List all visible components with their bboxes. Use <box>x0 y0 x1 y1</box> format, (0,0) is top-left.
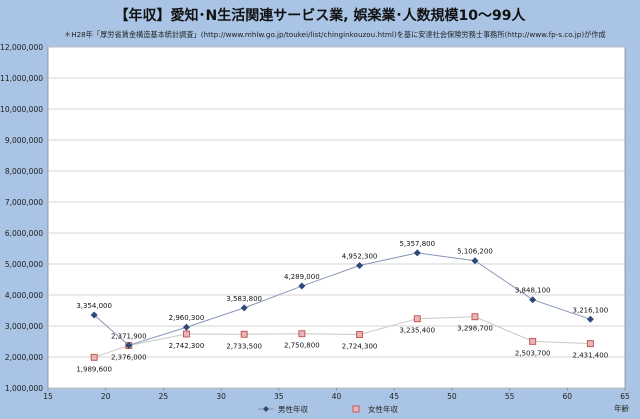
male-data-label: 2,960,300 <box>169 314 205 322</box>
female-point <box>586 340 594 348</box>
female-data-label: 2,750,800 <box>284 342 320 350</box>
male-data-label: 5,106,200 <box>457 248 493 256</box>
male-data-label: 5,357,800 <box>399 240 435 248</box>
female-point <box>90 353 98 361</box>
x-tick-label: 35 <box>274 392 284 401</box>
y-tick-label: 2,000,000 <box>5 353 43 362</box>
y-tick-label: 12,000,000 <box>0 43 43 52</box>
x-tick-label: 15 <box>43 392 53 401</box>
male-data-label: 3,848,100 <box>515 287 551 295</box>
female-data-label: 3,298,700 <box>457 325 493 333</box>
female-data-label: 3,235,400 <box>399 327 435 335</box>
male-data-label: 2,376,000 <box>111 353 147 361</box>
chart-title: 【年収】愛知･N生活関連サービス業, 娯楽業･人数規模10～99人 <box>114 8 526 24</box>
male-series-line <box>93 252 591 346</box>
y-tick-label: 10,000,000 <box>0 105 43 114</box>
y-tick-label: 11,000,000 <box>0 74 43 83</box>
y-tick-label: 6,000,000 <box>5 229 43 238</box>
plot-area <box>47 46 626 389</box>
female-point <box>298 330 306 338</box>
y-tick-label: 4,000,000 <box>5 291 43 300</box>
x-tick-label: 40 <box>332 392 342 401</box>
male-data-label: 3,216,100 <box>573 306 609 314</box>
x-tick-label: 60 <box>563 392 573 401</box>
female-data-label: 2,431,400 <box>573 352 609 360</box>
x-axis-label: 年齢 <box>614 403 629 413</box>
female-data-label: 2,733,500 <box>226 342 262 350</box>
female-point <box>413 315 421 323</box>
female-data-label: 2,371,900 <box>111 332 147 340</box>
female-point <box>529 337 537 345</box>
y-tick-label: 7,000,000 <box>5 198 43 207</box>
female-data-label: 2,742,300 <box>169 342 205 350</box>
x-tick-label: 55 <box>505 392 515 401</box>
legend-male-marker <box>263 406 269 412</box>
male-data-label: 4,289,000 <box>284 273 320 281</box>
female-series-line <box>93 316 591 358</box>
legend-female-marker <box>352 405 360 413</box>
y-tick-label: 8,000,000 <box>5 167 43 176</box>
male-point <box>125 341 133 349</box>
male-point <box>471 257 479 265</box>
x-tick-label: 50 <box>447 392 457 401</box>
male-point <box>529 296 537 304</box>
x-tick-label: 25 <box>159 392 169 401</box>
male-point <box>413 249 421 257</box>
male-point <box>182 323 190 331</box>
female-data-label: 2,503,700 <box>515 349 551 357</box>
x-tick-label: 45 <box>389 392 399 401</box>
source-note: ＊H28年「厚労省賃金構造基本統計調査」(http://www.mhlw.go.… <box>64 30 606 39</box>
y-tick-label: 9,000,000 <box>5 136 43 145</box>
x-tick-label: 30 <box>216 392 226 401</box>
female-point <box>240 330 248 338</box>
legend-male-label: 男性年収 <box>278 404 308 414</box>
female-data-label: 1,989,600 <box>76 365 112 373</box>
male-point <box>240 304 248 312</box>
female-point <box>356 331 364 338</box>
female-data-label: 2,724,300 <box>342 343 378 351</box>
female-point <box>471 313 479 321</box>
female-point <box>183 330 190 338</box>
y-tick-label: 5,000,000 <box>5 260 43 269</box>
y-tick-label: 1,000,000 <box>5 384 43 393</box>
y-tick-label: 3,000,000 <box>5 322 43 331</box>
male-point <box>90 311 98 319</box>
male-data-label: 3,354,000 <box>76 302 112 310</box>
male-point <box>586 315 594 323</box>
male-point <box>356 261 364 269</box>
male-data-label: 3,583,800 <box>226 295 262 303</box>
male-data-label: 4,952,300 <box>342 252 378 260</box>
x-tick-label: 20 <box>101 392 111 401</box>
x-tick-label: 65 <box>620 392 630 401</box>
male-point <box>298 282 306 290</box>
legend-female-label: 女性年収 <box>368 404 398 414</box>
